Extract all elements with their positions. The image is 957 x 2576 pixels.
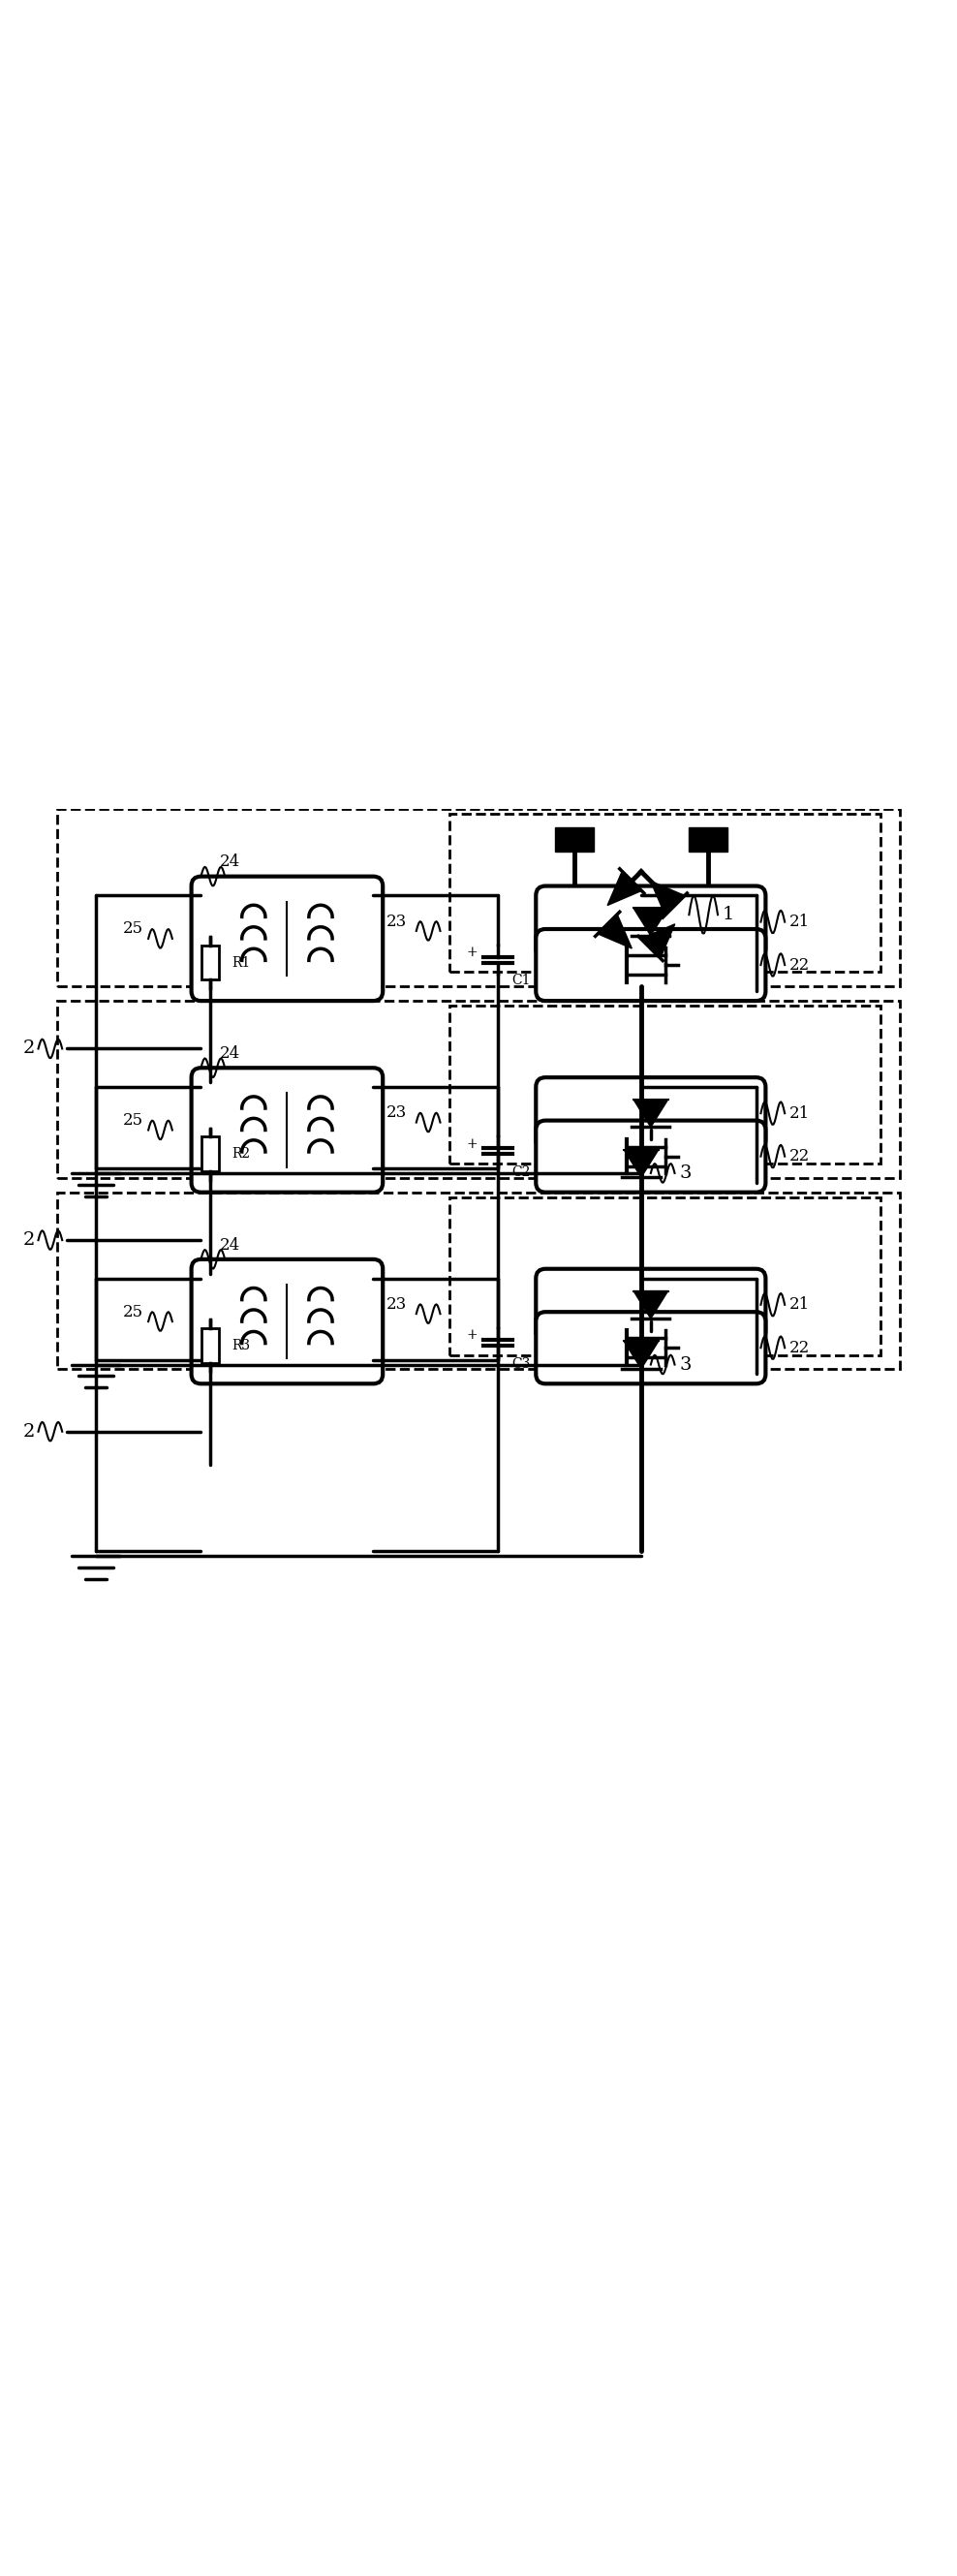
Text: 25: 25 xyxy=(123,1113,144,1128)
FancyBboxPatch shape xyxy=(191,876,383,1002)
FancyBboxPatch shape xyxy=(536,1121,766,1193)
Polygon shape xyxy=(641,925,675,958)
Bar xyxy=(450,1198,880,1355)
Polygon shape xyxy=(634,1291,668,1319)
Text: +: + xyxy=(466,945,478,958)
Text: 3: 3 xyxy=(679,1355,692,1373)
Text: +: + xyxy=(466,1136,478,1151)
FancyBboxPatch shape xyxy=(536,930,766,1002)
Polygon shape xyxy=(634,1100,668,1128)
FancyBboxPatch shape xyxy=(536,886,766,958)
Bar xyxy=(57,1193,900,1370)
Text: 25: 25 xyxy=(123,920,144,938)
Text: 25: 25 xyxy=(123,1303,144,1319)
Text: 24: 24 xyxy=(220,1046,241,1061)
Bar xyxy=(202,1136,219,1172)
FancyBboxPatch shape xyxy=(191,1069,383,1193)
Text: 3: 3 xyxy=(679,1164,692,1182)
Polygon shape xyxy=(624,1149,658,1177)
FancyBboxPatch shape xyxy=(536,1077,766,1149)
Text: 24: 24 xyxy=(220,853,241,871)
Text: 23: 23 xyxy=(386,1296,407,1314)
Text: 23: 23 xyxy=(386,1105,407,1121)
Text: R3: R3 xyxy=(232,1340,250,1352)
Bar xyxy=(689,827,727,853)
Text: 21: 21 xyxy=(790,1105,811,1121)
Bar xyxy=(202,945,219,979)
Polygon shape xyxy=(651,881,684,914)
Bar xyxy=(57,1002,900,1177)
FancyBboxPatch shape xyxy=(536,1311,766,1383)
Text: 21: 21 xyxy=(790,914,811,930)
Text: 2: 2 xyxy=(23,1041,34,1056)
Text: C1: C1 xyxy=(512,974,531,987)
Text: R1: R1 xyxy=(232,956,250,969)
Text: R2: R2 xyxy=(232,1146,250,1162)
Text: 2: 2 xyxy=(23,1231,34,1249)
Bar xyxy=(450,814,880,971)
Text: +: + xyxy=(466,1329,478,1342)
Polygon shape xyxy=(608,871,641,904)
Text: 24: 24 xyxy=(220,1236,241,1252)
Text: 22: 22 xyxy=(790,1149,811,1164)
Bar xyxy=(57,809,900,987)
Text: 1: 1 xyxy=(723,907,735,922)
Polygon shape xyxy=(634,909,668,935)
Text: C2: C2 xyxy=(512,1164,531,1180)
Text: 22: 22 xyxy=(790,956,811,974)
Text: 21: 21 xyxy=(790,1296,811,1314)
Text: C3: C3 xyxy=(512,1358,531,1370)
Polygon shape xyxy=(598,914,632,948)
FancyBboxPatch shape xyxy=(536,1270,766,1340)
Bar xyxy=(202,1329,219,1363)
FancyBboxPatch shape xyxy=(191,1260,383,1383)
Polygon shape xyxy=(624,1342,658,1368)
Bar xyxy=(450,1005,880,1164)
Bar xyxy=(555,827,593,853)
Text: 2: 2 xyxy=(23,1422,34,1440)
Text: 22: 22 xyxy=(790,1340,811,1355)
Text: 23: 23 xyxy=(386,912,407,930)
